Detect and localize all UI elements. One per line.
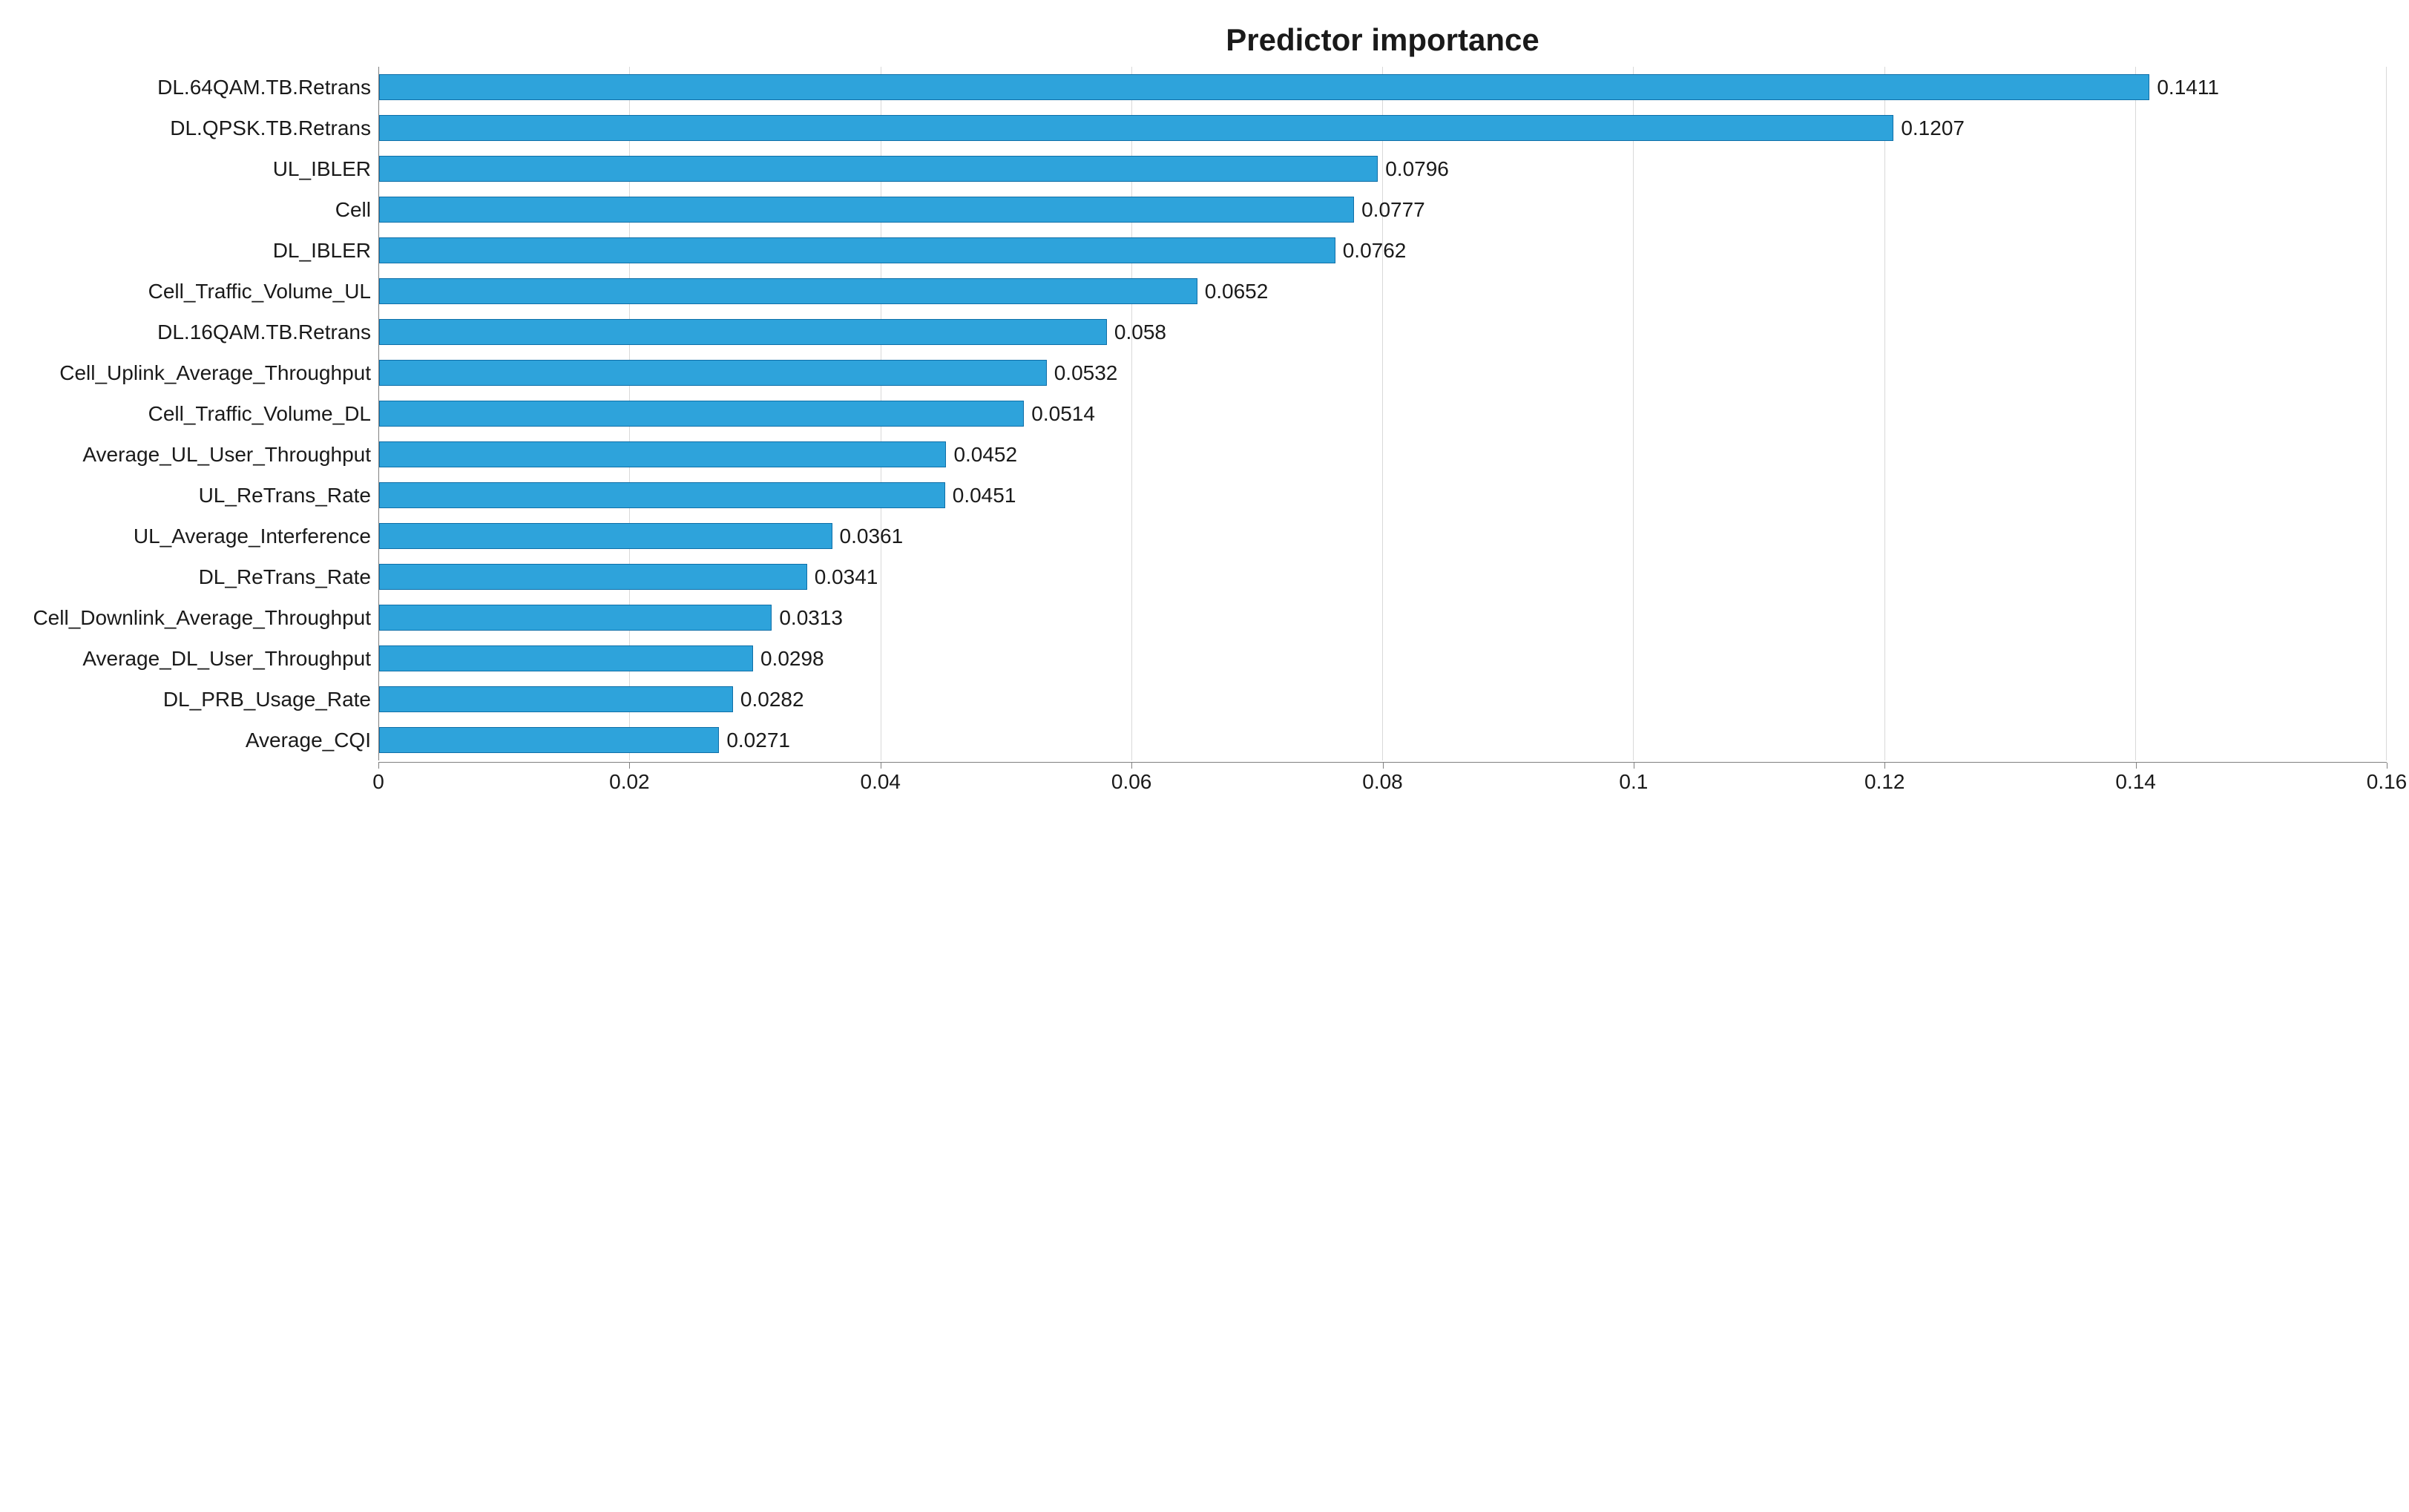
y-axis: DL.64QAM.TB.RetransDL.QPSK.TB.RetransUL_… [22,67,378,760]
plot-area: 0.1411 0.1207 0.0796 0.0777 0.0762 0.0652 0.05… [378,67,2387,760]
bar-row: 0.0451 [379,475,2387,516]
bar [379,360,1047,385]
x-tick-mark [1383,763,1384,769]
bar-value-label: 0.0777 [1361,198,1425,222]
x-tick-label: 0.14 [2115,770,2156,794]
y-axis-label: Average_CQI [22,720,378,760]
y-axis-label: UL_ReTrans_Rate [22,475,378,516]
bar-value-label: 0.0762 [1343,239,1407,263]
bar [379,74,2149,99]
bar-row: 0.0762 [379,230,2387,271]
bar-row: 0.0361 [379,516,2387,556]
bar-value-label: 0.0282 [740,688,804,711]
bar-value-label: 0.0451 [953,484,1016,507]
x-tick-mark [378,763,379,769]
bar-value-label: 0.1411 [2157,76,2219,99]
y-axis-label: Cell_Downlink_Average_Throughput [22,597,378,638]
bar-row: 0.0796 [379,148,2387,189]
bar [379,645,753,671]
bar [379,115,1893,140]
bar-row: 0.0341 [379,556,2387,597]
y-axis-label: UL_Average_Interference [22,516,378,556]
bar-value-label: 0.1207 [1901,116,1965,140]
bars-container: 0.1411 0.1207 0.0796 0.0777 0.0762 0.0652 0.05… [379,67,2387,760]
bar [379,482,945,507]
bar-value-label: 0.0361 [840,525,904,548]
bar-value-label: 0.0796 [1385,157,1449,181]
bar-value-label: 0.0313 [779,606,843,630]
bar [379,564,807,589]
x-tick-label: 0.08 [1362,770,1403,794]
bar-value-label: 0.0341 [815,565,878,589]
bar-row: 0.0514 [379,393,2387,434]
x-axis: 00.020.040.060.080.10.120.140.16 [22,762,2387,790]
bar-value-label: 0.0271 [726,729,790,752]
bar-value-label: 0.058 [1114,321,1166,344]
bar-row: 0.0298 [379,638,2387,679]
y-axis-label: Average_UL_User_Throughput [22,434,378,475]
bar [379,197,1354,222]
bar-row: 0.0313 [379,597,2387,638]
bar-value-label: 0.0652 [1205,280,1269,303]
bar-row: 0.1207 [379,108,2387,148]
y-axis-label: UL_IBLER [22,148,378,189]
bar-row: 0.1411 [379,67,2387,108]
bar-value-label: 0.0452 [953,443,1017,467]
y-axis-label: DL_ReTrans_Rate [22,556,378,597]
x-tick-label: 0.04 [861,770,901,794]
x-tick-label: 0.16 [2367,770,2408,794]
bar [379,156,1378,181]
y-axis-label: Cell_Traffic_Volume_DL [22,393,378,434]
bar-row: 0.0532 [379,352,2387,393]
bar [379,278,1197,303]
x-tick-label: 0.1 [1619,770,1648,794]
bar [379,727,719,752]
bar-row: 0.0452 [379,434,2387,475]
bar [379,686,733,711]
x-tick-label: 0 [372,770,384,794]
bar [379,605,772,630]
bar [379,523,832,548]
predictor-importance-chart: Predictor importance DL.64QAM.TB.Retrans… [22,22,2387,790]
bar-row: 0.0271 [379,720,2387,760]
y-axis-label: DL.16QAM.TB.Retrans [22,312,378,352]
y-axis-label: DL.QPSK.TB.Retrans [22,108,378,148]
x-tick-mark [1884,763,1885,769]
y-axis-label: Average_DL_User_Throughput [22,638,378,679]
y-axis-label: DL.64QAM.TB.Retrans [22,67,378,108]
bar-row: 0.0777 [379,189,2387,230]
x-tick-mark [2136,763,2137,769]
y-axis-label: Cell [22,189,378,230]
x-tick-label: 0.06 [1111,770,1152,794]
chart-body: DL.64QAM.TB.RetransDL.QPSK.TB.RetransUL_… [22,67,2387,760]
bar [379,319,1107,344]
bar-row: 0.058 [379,312,2387,352]
bar-row: 0.0282 [379,679,2387,720]
y-axis-label: DL_PRB_Usage_Rate [22,679,378,720]
y-axis-label: DL_IBLER [22,230,378,271]
chart-title: Predictor importance [22,22,2387,58]
bar-row: 0.0652 [379,271,2387,312]
x-tick-mark [1131,763,1132,769]
bar [379,441,946,467]
x-tick-mark [629,763,630,769]
bar-value-label: 0.0532 [1054,361,1118,385]
x-axis-spacer [22,762,378,790]
y-axis-label: Cell_Traffic_Volume_UL [22,271,378,312]
x-tick-label: 0.12 [1864,770,1905,794]
x-axis-ticks: 00.020.040.060.080.10.120.140.16 [378,762,2387,790]
x-tick-label: 0.02 [609,770,650,794]
y-axis-label: Cell_Uplink_Average_Throughput [22,352,378,393]
bar-value-label: 0.0298 [760,647,824,671]
bar-value-label: 0.0514 [1031,402,1095,426]
bar [379,237,1335,263]
bar [379,401,1024,426]
